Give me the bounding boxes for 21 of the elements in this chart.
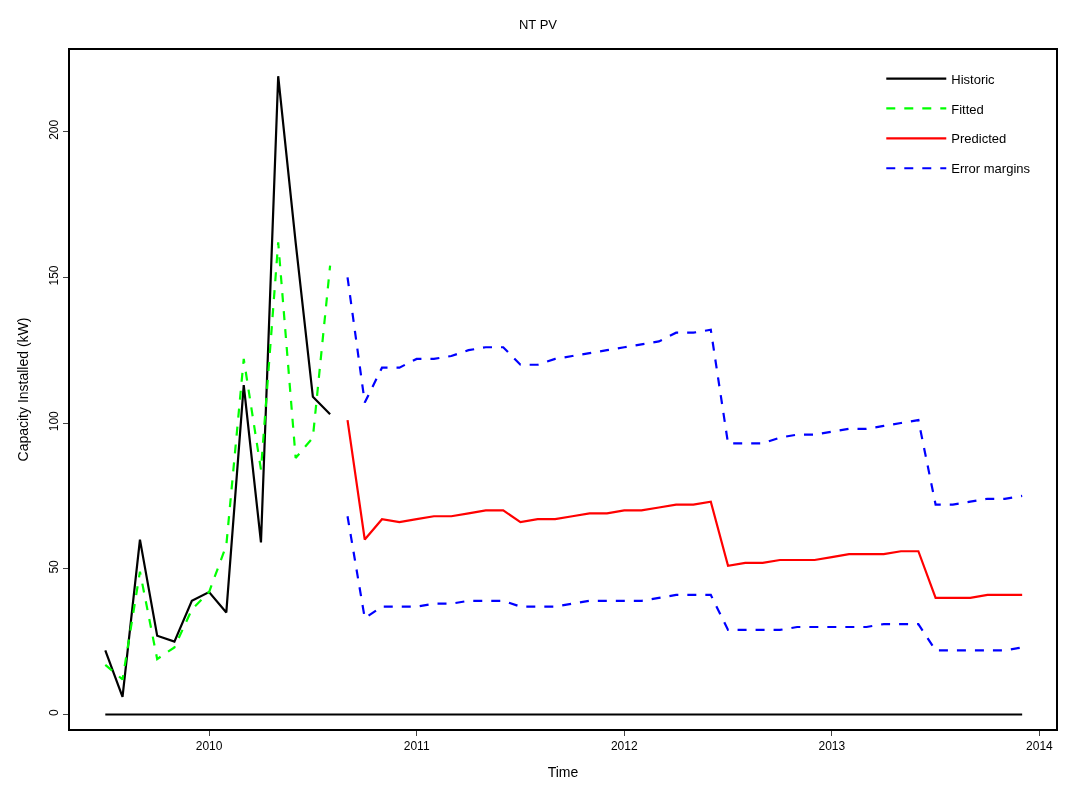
x-tick-label: 2014: [1026, 739, 1054, 754]
x-tick-label: 2011: [403, 739, 430, 754]
y-tick-label: 150: [47, 265, 62, 286]
chart-title: NT PV: [518, 17, 558, 33]
x-axis-title: Time: [547, 764, 579, 781]
legend-label: Historic: [951, 71, 996, 87]
y-tick-label: 50: [47, 559, 62, 574]
x-tick-label: 2010: [195, 739, 223, 754]
y-tick-label: 200: [47, 119, 62, 140]
line-series: [346, 419, 1024, 599]
x-tick-label: 2012: [610, 739, 638, 754]
x-tick-label: 2013: [818, 739, 846, 754]
y-tick-label: 100: [47, 410, 62, 432]
legend-label: Error margins: [951, 161, 1031, 177]
y-axis-title: Capacity Installed (kW): [15, 317, 32, 462]
line-series: [346, 276, 1024, 506]
line-series: [104, 241, 332, 681]
legend-label: Fitted: [951, 101, 984, 117]
line-series: [104, 75, 332, 699]
legend-label: Predicted: [951, 131, 1007, 147]
y-tick-label: 0: [47, 708, 62, 716]
